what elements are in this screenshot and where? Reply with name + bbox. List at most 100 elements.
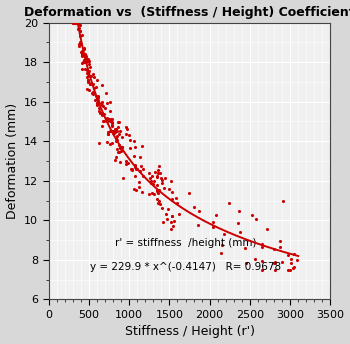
Point — [114, 133, 119, 139]
Point — [82, 57, 87, 63]
Point — [169, 189, 175, 195]
Point — [235, 220, 241, 225]
Point — [85, 73, 90, 79]
Point — [126, 132, 132, 138]
Point — [105, 131, 111, 137]
Point — [96, 140, 102, 146]
Point — [117, 142, 122, 148]
Point — [86, 59, 92, 64]
Point — [147, 175, 153, 181]
Point — [154, 182, 160, 187]
Point — [210, 224, 216, 230]
Point — [95, 96, 101, 101]
Point — [176, 211, 182, 217]
Point — [124, 127, 130, 132]
Point — [151, 178, 156, 184]
Point — [72, 20, 77, 25]
Point — [79, 32, 84, 38]
Point — [132, 144, 137, 150]
Point — [226, 200, 232, 205]
Point — [116, 149, 121, 155]
Point — [157, 170, 163, 176]
Point — [107, 108, 112, 114]
Point — [72, 20, 77, 25]
Point — [116, 119, 121, 125]
Point — [253, 217, 259, 222]
Point — [79, 48, 84, 54]
Point — [119, 144, 125, 150]
Point — [83, 55, 89, 61]
Point — [128, 166, 134, 171]
Point — [85, 77, 91, 83]
Point — [109, 129, 114, 134]
Point — [110, 130, 116, 136]
Point — [148, 181, 154, 186]
Point — [169, 196, 175, 202]
Point — [285, 267, 290, 272]
Point — [77, 22, 82, 28]
Point — [149, 190, 155, 196]
Point — [271, 260, 277, 266]
Point — [72, 20, 78, 25]
Point — [108, 116, 113, 121]
Point — [94, 100, 100, 105]
Point — [279, 259, 285, 265]
Point — [112, 157, 118, 163]
Point — [173, 196, 179, 201]
Point — [112, 130, 117, 136]
Point — [91, 74, 97, 80]
Point — [138, 154, 143, 160]
Point — [112, 127, 118, 132]
Point — [113, 138, 119, 144]
Point — [281, 198, 286, 203]
Point — [84, 57, 89, 63]
Point — [109, 117, 114, 122]
Point — [107, 119, 113, 124]
Point — [117, 129, 122, 134]
Point — [112, 129, 117, 135]
Point — [242, 245, 247, 251]
Point — [95, 98, 101, 104]
Point — [134, 167, 140, 172]
Point — [169, 213, 175, 218]
Point — [84, 74, 90, 79]
Point — [116, 131, 121, 137]
Point — [84, 86, 90, 92]
Point — [136, 184, 142, 190]
Point — [74, 20, 79, 25]
Point — [187, 190, 192, 195]
Point — [104, 118, 110, 124]
Point — [290, 265, 295, 271]
Point — [154, 174, 160, 180]
Point — [164, 217, 170, 222]
Point — [99, 102, 105, 108]
Point — [113, 135, 119, 141]
Point — [288, 260, 294, 266]
Point — [100, 119, 106, 124]
Point — [80, 59, 86, 65]
Point — [117, 144, 122, 150]
Point — [88, 65, 93, 70]
Point — [79, 66, 85, 72]
Point — [160, 219, 166, 225]
Point — [170, 223, 176, 228]
Point — [83, 53, 89, 58]
Point — [109, 120, 114, 126]
Point — [104, 139, 110, 144]
Point — [91, 72, 96, 77]
Point — [102, 105, 107, 110]
Point — [159, 205, 164, 210]
Point — [139, 190, 145, 195]
Point — [131, 153, 136, 159]
Point — [95, 98, 100, 104]
Point — [124, 158, 129, 164]
Point — [115, 125, 120, 130]
Point — [154, 187, 160, 193]
Point — [109, 119, 115, 125]
Point — [74, 20, 80, 25]
Point — [272, 259, 278, 265]
Point — [90, 89, 96, 95]
Point — [155, 171, 161, 176]
Point — [93, 84, 98, 89]
Point — [107, 141, 113, 147]
